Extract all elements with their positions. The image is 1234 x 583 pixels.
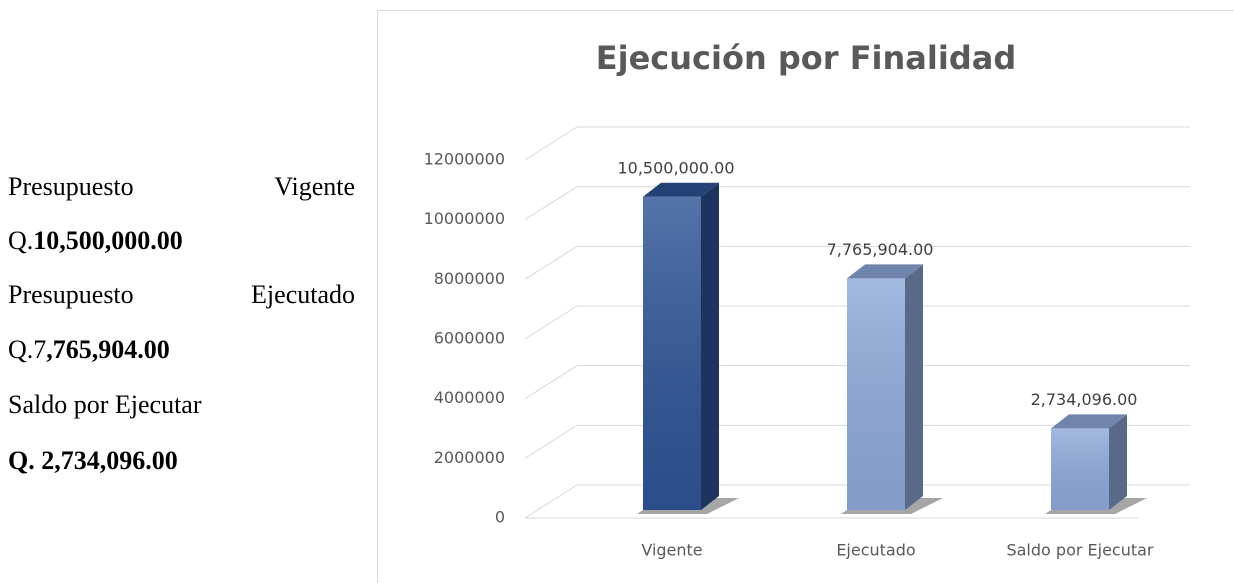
data-label: 2,734,096.00 — [1031, 390, 1138, 409]
data-label: 10,500,000.00 — [617, 158, 734, 177]
text-segment: 10,500,000.00 — [33, 226, 183, 255]
text-line: Q. 2,734,096.00 — [8, 446, 355, 476]
x-tick-label: Ejecutado — [836, 541, 915, 560]
text-line: Q. 10,500,000.00 — [8, 226, 355, 256]
y-tick-label: 8000000 — [434, 269, 505, 288]
grid-line — [524, 424, 1190, 459]
text-line: Q.7,765,904.00 — [8, 335, 355, 365]
y-tick-label: 6000000 — [434, 329, 505, 348]
text-segment: Q. — [8, 226, 34, 255]
grid-line — [524, 126, 1190, 161]
bar-side — [701, 182, 719, 510]
bar-side — [905, 264, 923, 510]
bar-side — [1109, 414, 1127, 510]
y-tick-label: 2000000 — [434, 448, 505, 467]
x-tick-label: Saldo por Ejecutar — [1006, 541, 1153, 560]
y-tick-label: 12000000 — [424, 150, 505, 169]
text-segment: Vigente — [274, 172, 355, 201]
text-segment: Saldo por Ejecutar — [8, 390, 202, 419]
chart-title: Ejecución por Finalidad — [596, 39, 1016, 77]
text-segment: Q. 2,734,096.00 — [8, 446, 178, 475]
grid-line — [524, 245, 1190, 280]
bar-top — [847, 264, 923, 279]
grid-line — [524, 365, 1190, 400]
y-tick-label: 0 — [495, 508, 505, 527]
bar — [637, 182, 739, 514]
y-tick-label: 4000000 — [434, 388, 505, 407]
bar — [1045, 414, 1147, 514]
bar-top — [643, 182, 719, 197]
text-segment: Presupuesto — [8, 280, 134, 309]
text-segment: Q.7 — [8, 335, 47, 364]
grid-line — [524, 186, 1190, 221]
text-line: Presupuesto Vigente — [8, 172, 355, 202]
bar-top — [1051, 414, 1127, 429]
bar-front-shade — [847, 278, 905, 510]
data-label: 7,765,904.00 — [827, 240, 934, 259]
grid-line — [524, 484, 1190, 519]
text-segment: ,765,904.00 — [46, 335, 170, 364]
text-segment: Presupuesto — [8, 172, 134, 201]
text-line: Saldo por Ejecutar — [8, 390, 355, 420]
bar — [841, 264, 943, 514]
grid-line — [524, 305, 1190, 340]
bar-front-shade — [1051, 428, 1109, 510]
bar-front-shade — [643, 196, 701, 510]
text-line: Presupuesto Ejecutado — [8, 280, 355, 310]
x-tick-label: Vigente — [641, 541, 702, 560]
y-tick-label: 10000000 — [424, 209, 505, 228]
text-segment: Ejecutado — [251, 280, 355, 309]
